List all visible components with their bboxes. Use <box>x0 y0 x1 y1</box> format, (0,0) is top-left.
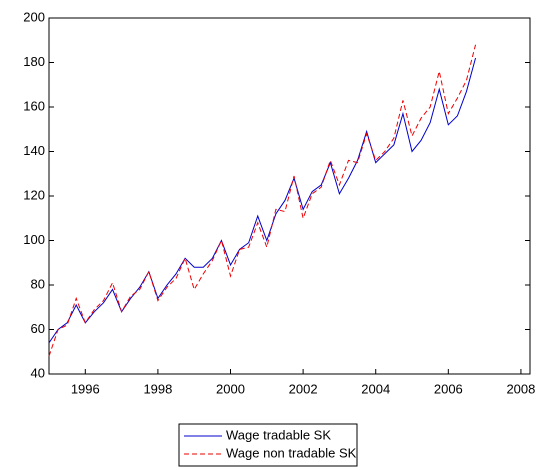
x-tick-label: 2002 <box>289 381 318 396</box>
y-tick-label: 180 <box>23 54 45 69</box>
y-tick-label: 120 <box>23 187 45 202</box>
series-line <box>48 57 477 344</box>
x-tick-label: 2008 <box>506 381 535 396</box>
legend-label: Wage tradable SK <box>226 427 331 442</box>
y-tick-label: 160 <box>23 98 45 113</box>
y-tick-label: 200 <box>23 9 45 24</box>
legend-box <box>178 423 358 467</box>
x-tick-label: 2006 <box>434 381 463 396</box>
y-tick-label: 60 <box>31 321 45 336</box>
y-tick-label: 140 <box>23 143 45 158</box>
y-tick-label: 100 <box>23 232 45 247</box>
legend-label: Wage non tradable SK <box>226 445 357 460</box>
x-tick-label: 1998 <box>143 381 172 396</box>
x-tick-label: 2004 <box>361 381 390 396</box>
plot-frame <box>48 17 531 375</box>
x-tick-label: 2000 <box>216 381 245 396</box>
x-tick-label: 1996 <box>71 381 100 396</box>
y-tick-label: 40 <box>31 365 45 380</box>
y-tick-label: 80 <box>31 276 45 291</box>
series-line <box>48 44 477 357</box>
